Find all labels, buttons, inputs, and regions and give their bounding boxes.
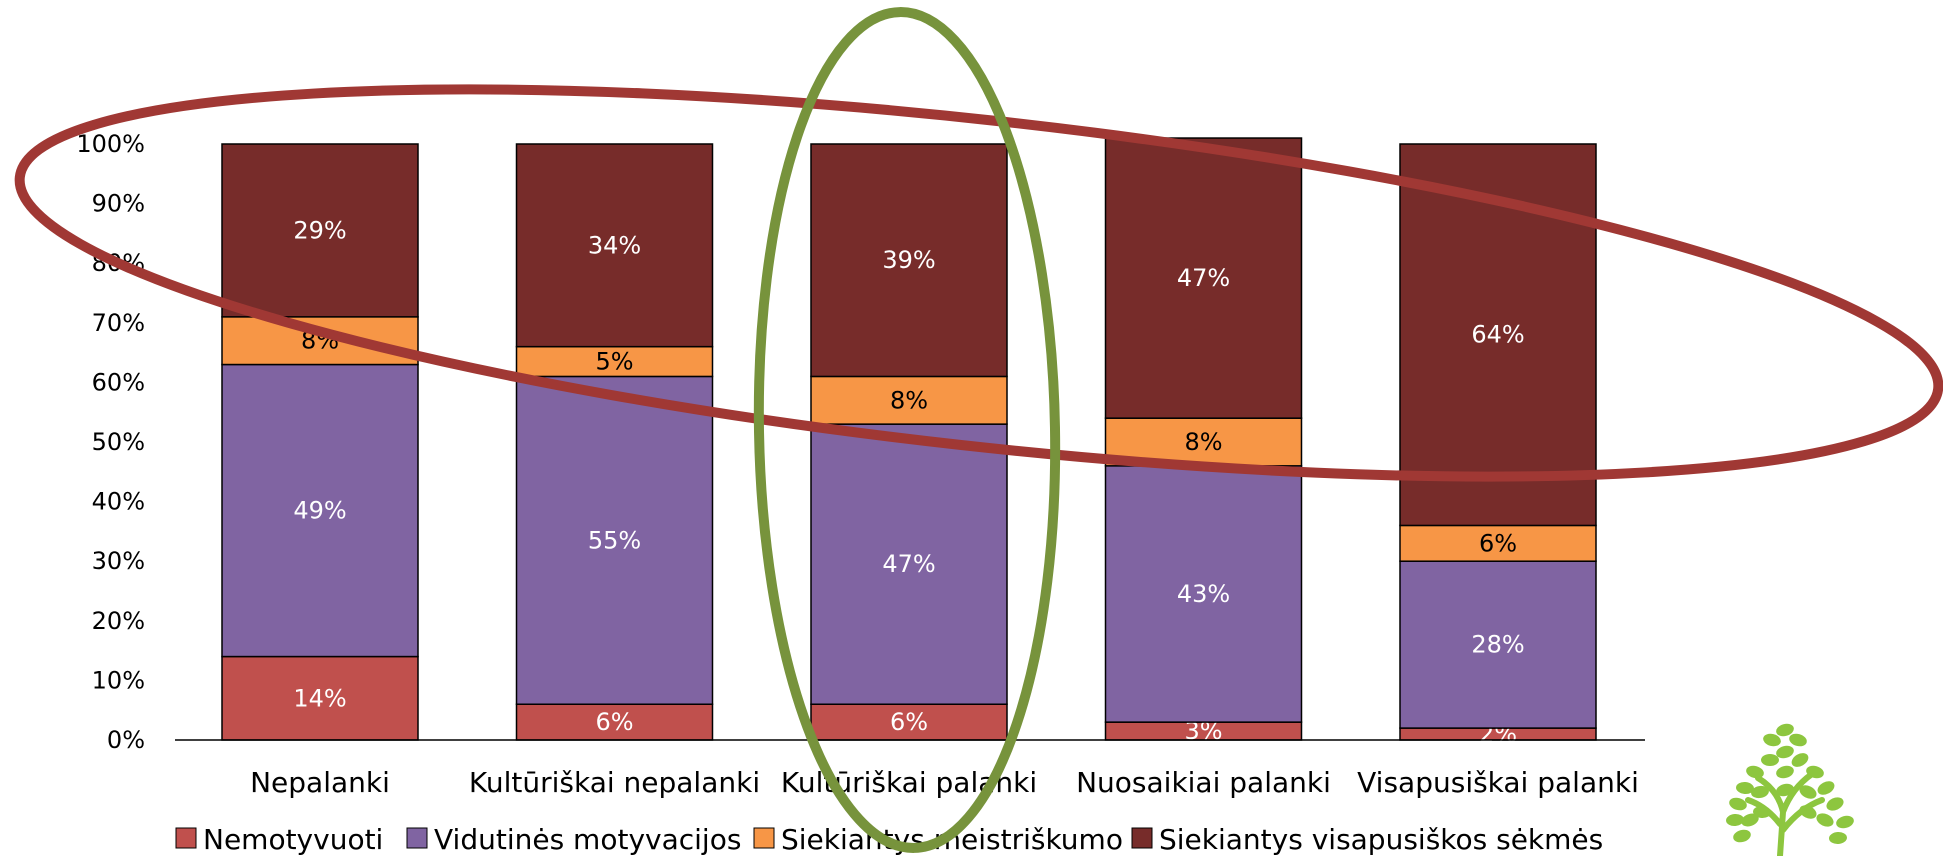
tree-leaf: [1776, 783, 1794, 797]
tree-leaf: [1776, 723, 1794, 737]
bar-segment: [515, 143, 714, 348]
y-tick-label: 70%: [92, 309, 145, 337]
data-label: 49%: [293, 497, 346, 525]
tree-leaf: [1733, 829, 1751, 843]
y-tick-label: 30%: [92, 547, 145, 575]
bar-segment: [221, 143, 419, 318]
tree-leaf: [1736, 781, 1754, 795]
data-label: 8%: [890, 386, 928, 414]
y-tick-label: 0%: [107, 726, 145, 754]
bar-segment: [221, 363, 419, 658]
bars: 14%49%8%29%6%55%5%34%6%47%8%39%3%43%8%47…: [221, 137, 1597, 748]
data-label: 34%: [588, 231, 641, 259]
legend-swatch: [406, 827, 428, 849]
legend: Nemotyvuoti Vidutinės motyvacijos Siekiant…: [175, 823, 1603, 856]
bar-segment: [810, 703, 1008, 741]
annotations: [14, 7, 1943, 853]
annotation-ellipse: [753, 7, 1061, 853]
tree-leaf: [1799, 805, 1817, 819]
data-label: 47%: [882, 550, 935, 578]
category-label: Nuosaikiai palanki: [1076, 766, 1331, 799]
tree-leaf: [1776, 745, 1794, 759]
data-label: 8%: [1184, 428, 1222, 456]
bar-segment: [1399, 143, 1597, 527]
tree-leaf: [1726, 813, 1744, 827]
bar-segment: [221, 655, 419, 741]
legend-swatch: [753, 827, 775, 849]
category-label: Nepalanki: [250, 766, 390, 799]
bar-segment: [515, 375, 714, 705]
data-label: 6%: [890, 708, 928, 736]
y-tick-label: 40%: [92, 488, 145, 516]
bar-segment: [515, 345, 714, 378]
tree-leaf: [1829, 831, 1847, 845]
y-tick-label: 50%: [92, 428, 145, 456]
bar-segment: [1104, 465, 1303, 723]
tree-leaf: [1729, 797, 1747, 811]
tree-leaf: [1817, 781, 1835, 795]
data-label: 47%: [1177, 264, 1230, 292]
category-label: Visapusiškai palanki: [1357, 766, 1639, 799]
legend-swatch: [175, 827, 197, 849]
data-label: 39%: [882, 246, 935, 274]
tree-leaf: [1799, 785, 1817, 799]
tree-leaf: [1753, 805, 1771, 819]
data-label: 55%: [588, 526, 641, 554]
legend-label: Nemotyvuoti: [203, 823, 383, 856]
bar-segment: [1104, 137, 1303, 419]
tree-leaf: [1826, 797, 1844, 811]
data-label: 29%: [293, 216, 346, 244]
tree-leaf: [1763, 733, 1781, 747]
legend-swatch: [1131, 827, 1153, 849]
tree-leaf: [1776, 765, 1794, 779]
data-label: 6%: [1479, 529, 1517, 557]
tree-logo: [1726, 723, 1854, 856]
data-label: 14%: [293, 684, 346, 712]
bar-segment: [810, 423, 1008, 705]
tree-leaf: [1816, 813, 1834, 827]
y-tick-label: 10%: [92, 666, 145, 694]
tree-leaf: [1806, 765, 1824, 779]
tree-leaf: [1741, 813, 1759, 827]
legend-label: Siekiantys visapusiškos sėkmės: [1159, 823, 1603, 856]
tree-leaf: [1791, 753, 1809, 767]
data-label: 6%: [595, 708, 633, 736]
y-axis: 0%10%20%30%40%50%60%70%80%90%100%: [76, 130, 145, 754]
tree-trunk: [1745, 771, 1825, 856]
bar-segment: [810, 143, 1008, 378]
bar-segment: [1399, 524, 1597, 562]
y-tick-label: 20%: [92, 607, 145, 635]
category-label: Kultūriškai nepalanki: [469, 766, 760, 799]
x-axis: Nepalanki Kultūriškai nepalanki Kultūriška…: [175, 739, 1645, 799]
y-tick-label: 90%: [92, 190, 145, 218]
bar-segment: [810, 375, 1008, 425]
tree-leaf: [1751, 785, 1769, 799]
tree-leaf: [1746, 765, 1764, 779]
data-label: 64%: [1471, 321, 1524, 349]
tree-leaf: [1761, 754, 1779, 766]
tree-leaf: [1789, 733, 1807, 747]
tree-leaf: [1836, 815, 1854, 829]
y-tick-label: 60%: [92, 368, 145, 396]
data-label: 28%: [1471, 631, 1524, 659]
data-label: 43%: [1177, 580, 1230, 608]
data-label: 5%: [595, 348, 633, 376]
bar-segment: [1399, 560, 1597, 729]
legend-label: Vidutinės motyvacijos: [434, 823, 741, 856]
y-tick-label: 100%: [76, 130, 145, 158]
